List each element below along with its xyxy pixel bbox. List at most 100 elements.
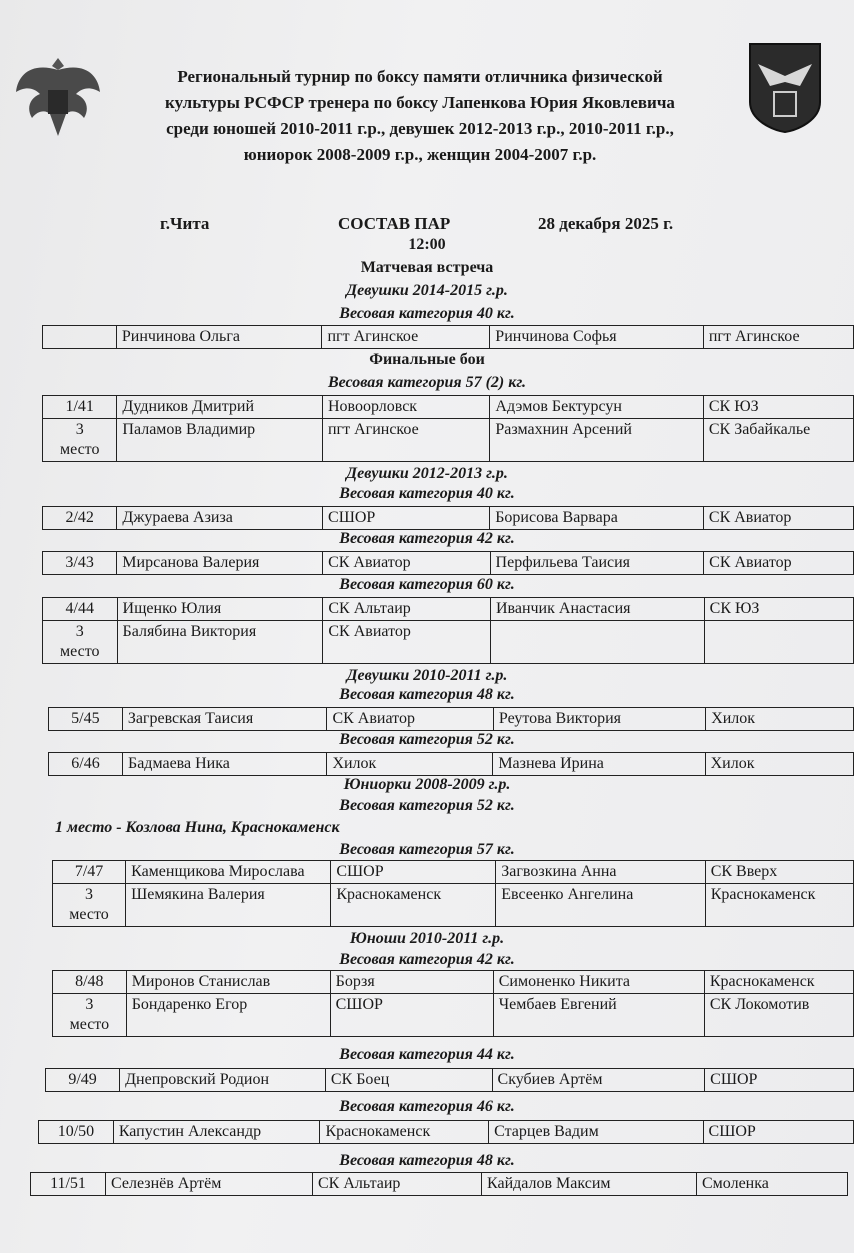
section-heading: Весовая категория 52 кг. (339, 731, 515, 748)
red-corner-club: Борзя (329, 970, 494, 994)
pair-row: 4/44 Ищенко Юлия СК Альтаир Иванчик Анастас… (42, 597, 854, 621)
section-heading: Матчевая встреча (360, 259, 494, 276)
red-corner-name: Бадмаева Ника (122, 752, 328, 776)
section-heading: Юниорки 2008-2009 г.р. (343, 776, 511, 793)
pair-row: 7/47 Каменщикова Мирослава СШОР Загвозкина … (51, 860, 854, 884)
pairs-table: 9/49 Днепровский Родион СК Боец Скубиев Арт… (44, 1068, 854, 1092)
pair-row: 3 место Паламов Владимир пгт Агинское Разма… (41, 418, 854, 462)
red-corner-name: Загревская Таисия (121, 707, 328, 731)
red-corner-name: Бондаренко Егор (125, 993, 331, 1037)
pair-row: 3 место Бондаренко Егор СШОР Чембаев Евгени… (52, 993, 854, 1037)
blue-corner-club: СШОР (704, 1068, 854, 1092)
section-heading: Весовая категория 42 кг. (339, 530, 515, 547)
red-corner-name: Шемякина Валерия (125, 883, 332, 927)
red-corner-name: Каменщикова Мирослава (125, 860, 332, 884)
blue-corner-club (703, 620, 854, 664)
blue-corner-name: Скубиев Артём (491, 1068, 706, 1092)
red-corner-club: СШОР (329, 993, 494, 1037)
pairs-table: 4/44 Ищенко Юлия СК Альтаир Иванчик Анастас… (42, 597, 854, 664)
pair-row: 8/48 Миронов Станислав Борзя Симоненко Ники… (52, 970, 854, 994)
red-corner-club: СК Альтаир (312, 1172, 482, 1196)
blue-corner-club: СК Локомотив (703, 993, 854, 1037)
bout-number: 9/49 (44, 1068, 121, 1092)
red-corner-club: пгт Агинское (321, 418, 491, 462)
pair-row: 1/41 Дудников Дмитрий Новоорловск Адэмов Бе… (41, 395, 854, 419)
pair-row: 3/43 Мирсанова Валерия СК Авиатор Перфильев… (41, 551, 854, 575)
red-corner-name: Селезнёв Артём (105, 1172, 313, 1196)
red-corner-club: СК Авиатор (322, 620, 491, 664)
blue-corner-club: СК Авиатор (703, 551, 854, 575)
red-corner-club: СШОР (322, 506, 491, 530)
red-corner-club: СК Авиатор (326, 707, 494, 731)
blue-corner-club: СШОР (702, 1120, 854, 1144)
red-corner-name: Мирсанова Валерия (116, 551, 324, 575)
blue-corner-club: Краснокаменск (703, 970, 854, 994)
blue-corner-name: Кайдалов Максим (481, 1172, 697, 1196)
document-title: Региональный турнир по боксу памяти отли… (120, 64, 720, 168)
blue-corner-club: Краснокаменск (704, 883, 854, 927)
section-heading: Юноши 2010-2011 г.р. (349, 930, 505, 947)
pairs-table: 7/47 Каменщикова Мирослава СШОР Загвозкина … (51, 860, 854, 927)
section-heading: Весовая категория 40 кг. (339, 305, 515, 322)
bout-number: 3/43 (41, 551, 118, 575)
pair-row: 3 место Шемякина Валерия Краснокаменск Евсе… (51, 883, 854, 927)
blue-corner-name: Евсеенко Ангелина (495, 883, 706, 927)
section-heading: Весовая категория 40 кг. (339, 485, 515, 502)
bout-number: 8/48 (52, 970, 127, 994)
date: 28 декабря 2025 г. (538, 214, 674, 233)
bout-number: 11/51 (30, 1172, 106, 1196)
pairs-table: 8/48 Миронов Станислав Борзя Симоненко Ники… (52, 970, 854, 1037)
blue-corner-name: Реутова Виктория (492, 707, 707, 731)
red-corner-club: Новоорловск (321, 395, 491, 419)
red-corner-club: СШОР (330, 860, 497, 884)
pair-row: 2/42 Джураева Азиза СШОР Борисова Варвара СК… (41, 506, 854, 530)
red-corner-name: Ищенко Юлия (116, 597, 324, 621)
red-corner-name: Балябина Виктория (116, 620, 324, 664)
city: г.Чита (160, 214, 210, 233)
title-line: юниорок 2008-2009 г.р., женщин 2004-2007… (243, 145, 597, 164)
blue-corner-club: Хилок (705, 707, 854, 731)
pairs-table: Ринчинова Ольга пгт Агинское Ринчинова Соф… (42, 325, 854, 349)
red-corner-club: Краснокаменск (330, 883, 497, 927)
bout-number: 7/47 (51, 860, 127, 884)
title-line: среди юношей 2010-2011 г.р., девушек 201… (166, 119, 674, 138)
pair-row: 6/46 Бадмаева Ника Хилок Мазнева Ирина Хилок (47, 752, 854, 776)
blue-corner-name: Старцев Вадим (488, 1120, 704, 1144)
blue-corner-name: Размахнин Арсений (489, 418, 704, 462)
red-corner-club: СК Авиатор (322, 551, 491, 575)
blue-corner-name: Борисова Варвара (489, 506, 704, 530)
pairs-table: 5/45 Загревская Таисия СК Авиатор Реутова В… (48, 707, 854, 731)
section-heading: Финальные бои (369, 351, 485, 368)
blue-corner-name: Ринчинова Софья (489, 325, 704, 349)
pair-row: 5/45 Загревская Таисия СК Авиатор Реутова В… (48, 707, 854, 731)
pairs-table: 2/42 Джураева Азиза СШОР Борисова Варвара СК… (41, 506, 854, 530)
blue-corner-club: Хилок (704, 752, 854, 776)
blue-corner-name: Загвозкина Анна (495, 860, 706, 884)
title-line: Региональный турнир по боксу памяти отли… (177, 67, 663, 86)
bout-number: 3 место (52, 993, 127, 1037)
doc-title: СОСТАВ ПАР (338, 214, 451, 233)
pairs-table: 3/43 Мирсанова Валерия СК Авиатор Перфильев… (41, 551, 854, 575)
blue-corner-name: Адэмов Бектурсун (489, 395, 704, 419)
section-heading: 1 место - Козлова Нина, Краснокаменск (55, 819, 340, 836)
pair-row: 3 место Балябина Виктория СК Авиатор (42, 620, 854, 664)
section-heading: Весовая категория 57 кг. (339, 841, 515, 858)
red-corner-club: Краснокаменск (319, 1120, 490, 1144)
section-heading: Девушки 2010-2011 г.р. (346, 667, 508, 684)
russian-eagle-emblem (12, 52, 104, 143)
section-heading: Весовая категория 42 кг. (339, 951, 515, 968)
bout-number: 4/44 (42, 597, 118, 621)
bout-number: 5/45 (48, 707, 123, 731)
bout-number (42, 325, 117, 349)
red-corner-name: Капустин Александр (112, 1120, 321, 1144)
pairs-table: 10/50 Капустин Александр Краснокаменск Стар… (38, 1120, 854, 1144)
pairs-table: 11/51 Селезнёв Артём СК Альтаир Кайдалов Ма… (30, 1172, 848, 1196)
pair-row: 10/50 Капустин Александр Краснокаменск Стар… (38, 1120, 854, 1144)
section-heading: Весовая категория 57 (2) кг. (327, 374, 527, 391)
red-corner-name: Паламов Владимир (116, 418, 323, 462)
blue-corner-club: СК ЮЗ (702, 395, 854, 419)
bout-number: 3 место (51, 883, 127, 927)
section-heading: Весовая категория 46 кг. (339, 1098, 515, 1115)
bout-number: 6/46 (47, 752, 124, 776)
blue-corner-club: СК Авиатор (702, 506, 854, 530)
